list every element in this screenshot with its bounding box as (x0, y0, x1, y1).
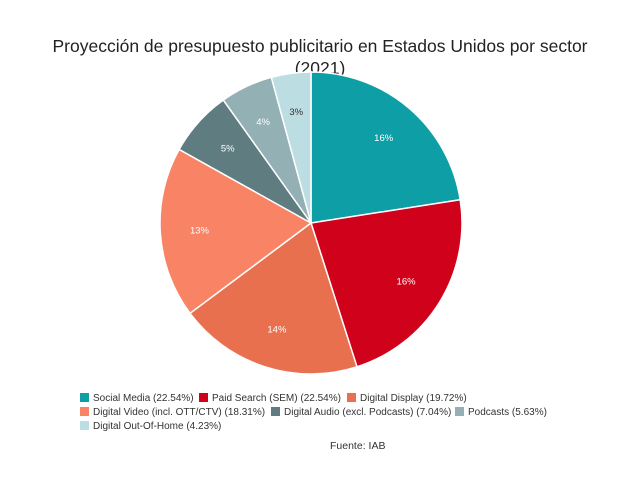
legend-label: Digital Video (incl. OTT/CTV) (18.31%) (93, 407, 266, 418)
legend-item-podcasts: Podcasts (5.63%) (455, 407, 547, 419)
source-note: Fuente: IAB (330, 440, 386, 452)
legend-label: Podcasts (5.63%) (468, 407, 547, 418)
pie-slice-label-5: 4% (256, 117, 270, 128)
legend-swatch (80, 393, 89, 402)
legend-swatch (80, 407, 89, 416)
pie-slice-2 (188, 221, 358, 375)
pie-slice-label-2: 14% (267, 324, 287, 335)
pie-slice-label-4: 5% (221, 143, 235, 154)
legend-item-paid-search: Paid Search (SEM) (22.54%) (199, 393, 341, 405)
pie-slice-label-1: 16% (397, 277, 417, 288)
legend-item-digital-out-of-home: Digital Out-Of-Home (4.23%) (80, 421, 221, 433)
legend-label: Social Media (22.54%) (93, 393, 194, 404)
legend-swatch (271, 407, 280, 416)
legend-label: Digital Display (19.72%) (360, 393, 467, 404)
legend-swatch (455, 407, 464, 416)
legend-label: Paid Search (SEM) (22.54%) (212, 393, 341, 404)
pie-slice-label-0: 16% (374, 133, 394, 144)
legend-swatch (199, 393, 208, 402)
chart-title: Proyección de presupuesto publicitario e… (52, 36, 588, 56)
legend-item-digital-audio: Digital Audio (excl. Podcasts) (7.04%) (271, 407, 451, 419)
pie-slice-1 (310, 198, 463, 368)
pie-slice-6 (270, 71, 312, 224)
legend-label: Digital Out-Of-Home (4.23%) (93, 421, 222, 432)
legend-item-social-media: Social Media (22.54%) (80, 393, 194, 405)
legend-swatch (347, 393, 356, 402)
pie-slice-label-6: 3% (289, 107, 303, 118)
pie-slice-3 (159, 148, 313, 315)
legend-item-digital-video: Digital Video (incl. OTT/CTV) (18.31%) (80, 407, 265, 419)
legend-item-digital-display: Digital Display (19.72%) (347, 393, 467, 405)
pie-slice-label-3: 13% (190, 225, 210, 236)
pie-slice-0 (310, 71, 462, 224)
legend-label: Digital Audio (excl. Podcasts) (7.04%) (284, 407, 452, 418)
legend-swatch (80, 421, 89, 430)
